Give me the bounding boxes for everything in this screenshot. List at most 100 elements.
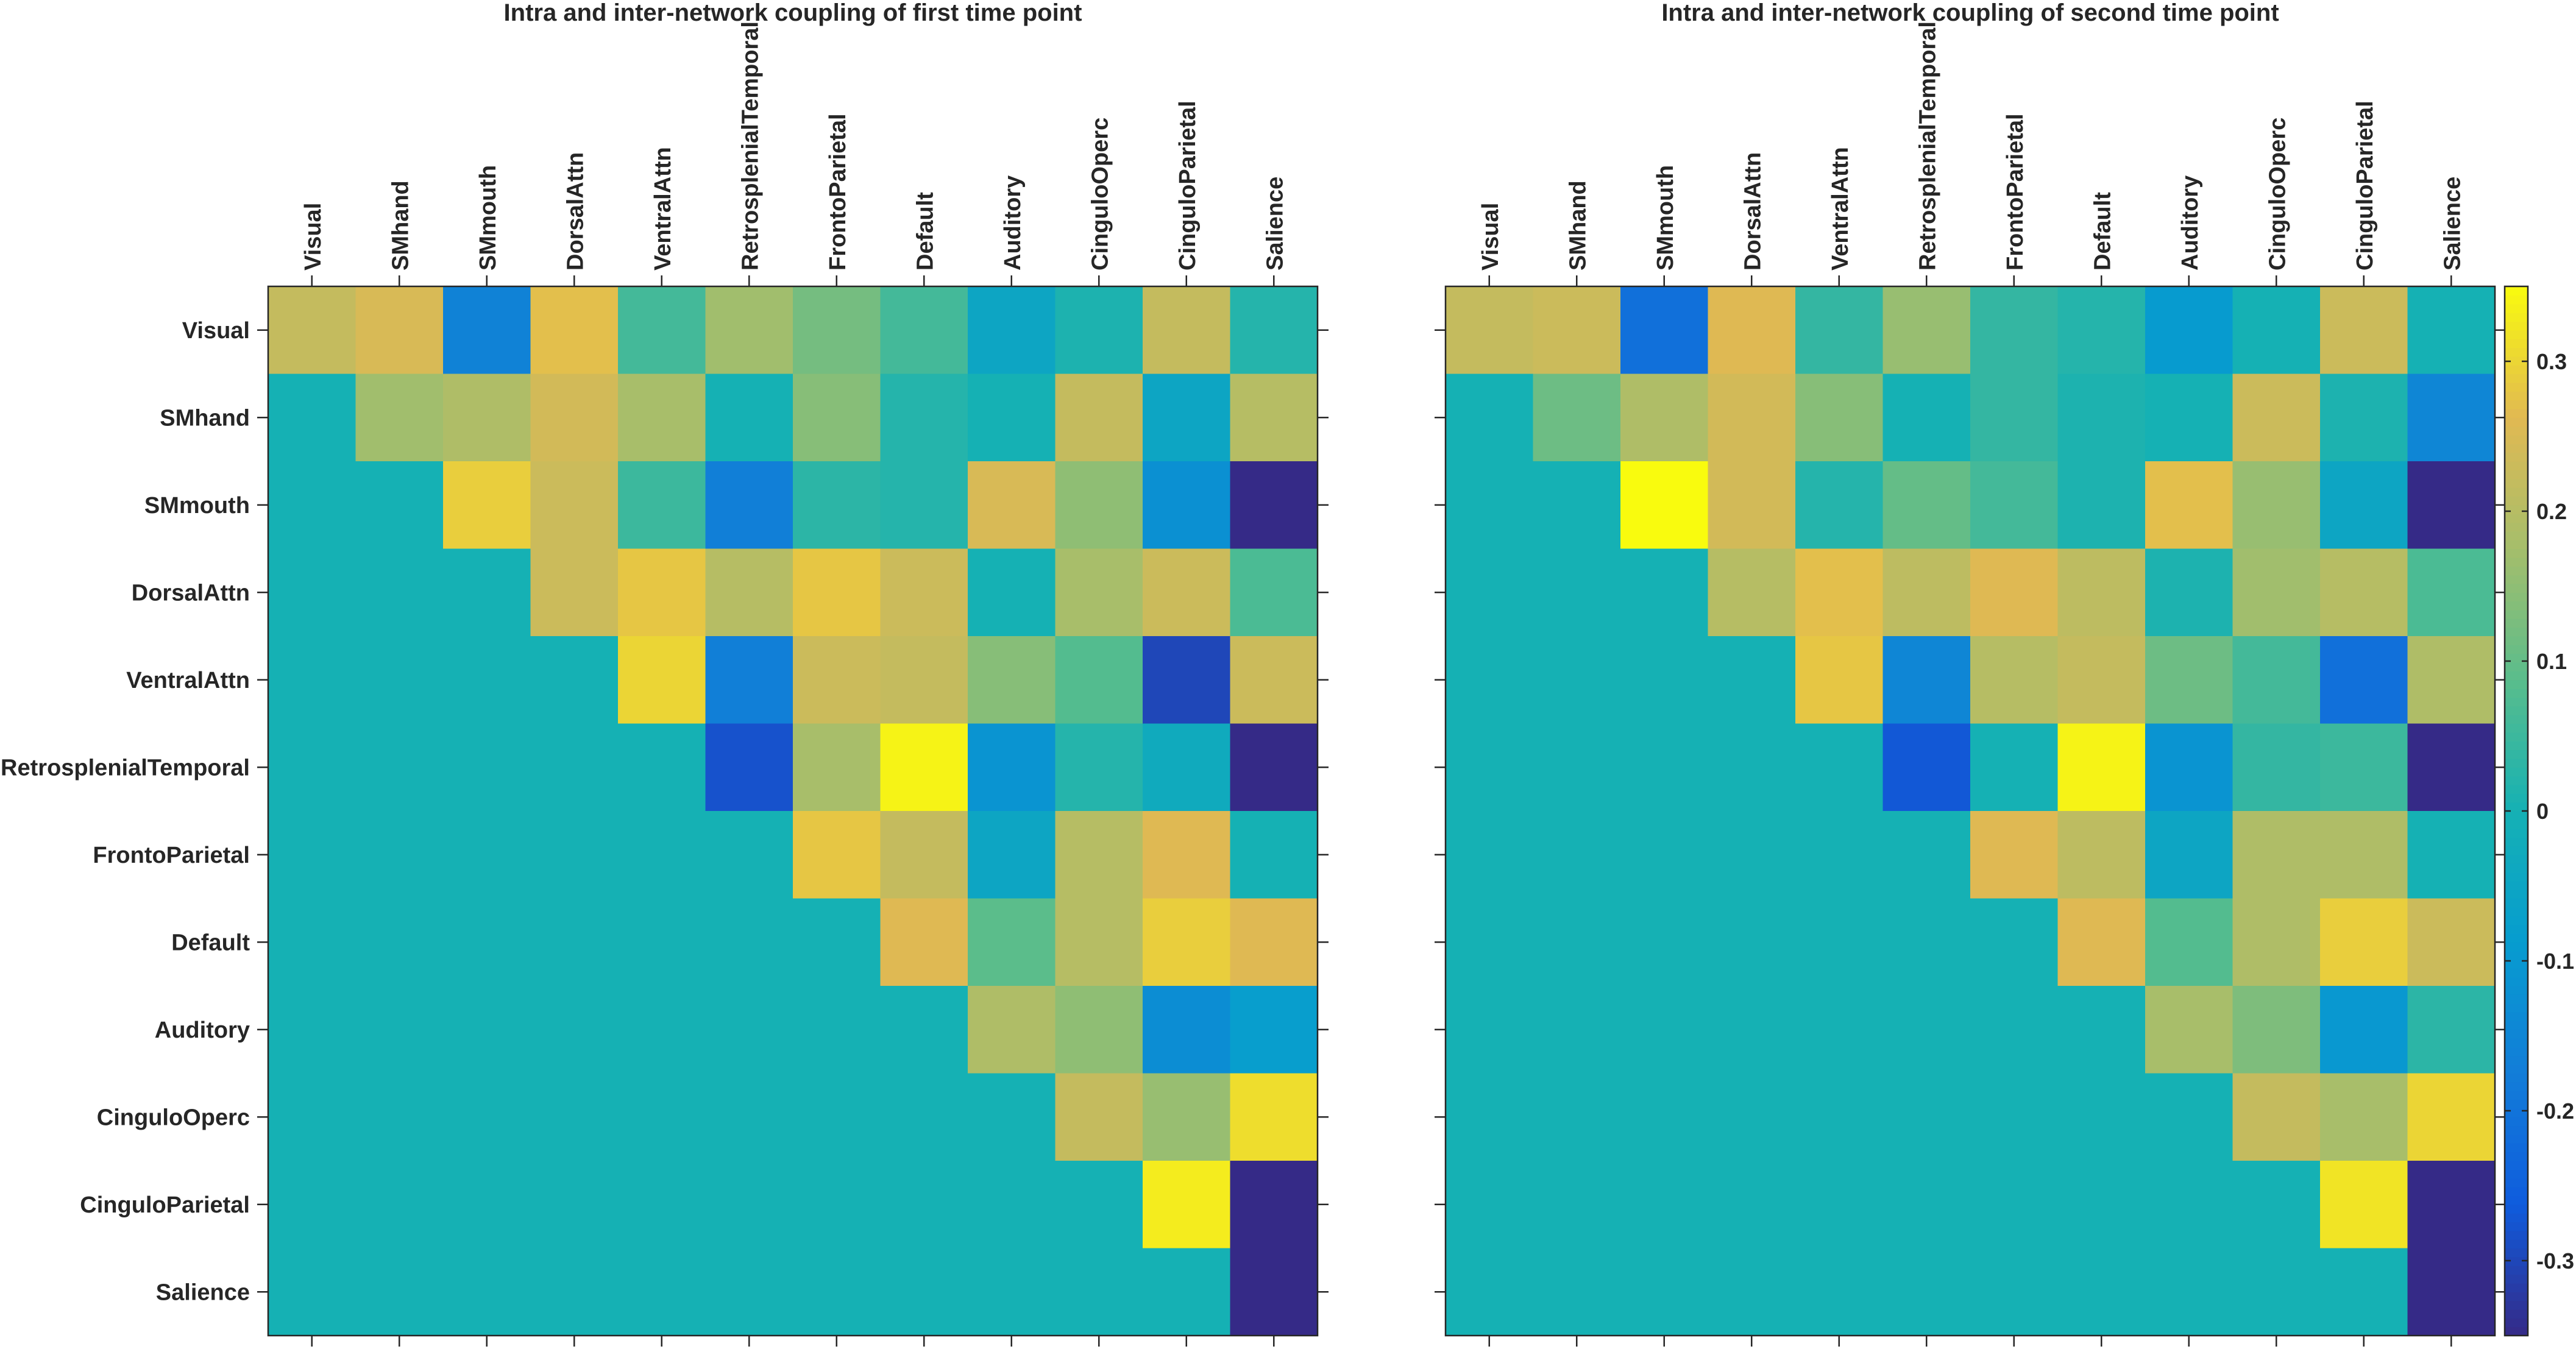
heatmap-cell-r4-c3 [530, 636, 619, 724]
heatmap-cell-r11-c8 [968, 1248, 1056, 1336]
heatmap-cell-r11-c6 [793, 1248, 881, 1336]
colorbar-segment [2505, 356, 2528, 366]
heatmap-cell-r3-c7 [2057, 548, 2146, 637]
heatmap-cell-r5-c6 [793, 723, 881, 812]
heatmap-cell-r2-c4 [1795, 461, 1884, 550]
colorbar-tick-label: -0.1 [2536, 949, 2574, 974]
heatmap-cell-r0-c3 [1708, 286, 1796, 375]
heatmap-cell-r11-c1 [355, 1248, 444, 1336]
heatmap-cell-r6-c6 [1970, 811, 2059, 899]
heatmap-cell-r10-c6 [793, 1161, 881, 1249]
colorbar-tick-label: 0.1 [2536, 649, 2567, 674]
heatmap-cell-r2-c5 [705, 461, 793, 550]
colorbar-segment [2505, 986, 2528, 995]
column-label-cinguloparietal: CinguloParietal [2352, 101, 2378, 271]
heatmap-cell-r9-c4 [1795, 1073, 1884, 1161]
heatmap-cell-r1-c9 [1055, 374, 1143, 462]
heatmap-cell-r0-c1 [355, 286, 444, 375]
heatmap-cell-r3-c1 [1533, 548, 1621, 637]
heatmap-first-time-point: Visual SMhand SMmouth DorsalAttn VentralAttn… [1, 0, 1329, 1347]
heatmap-cell-r10-c5 [1882, 1161, 1971, 1249]
heatmap-cell-r5-c2 [443, 723, 531, 812]
heatmap-cell-r7-c9 [2232, 898, 2321, 986]
heatmap-cell-r4-c4 [618, 636, 706, 724]
heatmap-cell-r8-c8 [968, 986, 1056, 1074]
heatmap-cell-r2-c9 [1055, 461, 1143, 550]
colorbar-segment [2505, 1300, 2528, 1310]
heatmap-cell-r6-c3 [530, 811, 619, 899]
colorbar-segment [2505, 426, 2528, 436]
colorbar-segment [2505, 1204, 2528, 1214]
heatmap-cell-r8-c9 [2232, 986, 2321, 1074]
colorbar-segment [2505, 592, 2528, 602]
heatmap-cell-r11-c11 [2407, 1248, 2496, 1336]
colorbar-segment [2505, 959, 2528, 969]
row-label-dorsalattn: DorsalAttn [132, 580, 250, 606]
heatmap-cell-r9-c10 [2320, 1073, 2408, 1161]
heatmap-cell-r10-c0 [268, 1161, 357, 1249]
column-label-ventralattn: VentralAttn [1828, 147, 1853, 271]
heatmap-cell-r7-c0 [268, 898, 357, 986]
column-label-salience: Salience [1262, 177, 1288, 271]
heatmap-cell-r11-c10 [1143, 1248, 1231, 1336]
heatmap-cell-r1-c11 [1230, 374, 1318, 462]
colorbar-segment [2505, 872, 2528, 882]
colorbar-segment [2505, 811, 2528, 820]
heatmap-cell-r6-c1 [355, 811, 444, 899]
heatmap-cell-r5-c4 [618, 723, 706, 812]
colorbar-segment [2505, 1125, 2528, 1135]
heatmap-cell-r1-c5 [705, 374, 793, 462]
column-label-dorsalattn: DorsalAttn [562, 152, 588, 271]
heatmap-cell-r8-c10 [2320, 986, 2408, 1074]
colorbar-segment [2505, 1038, 2528, 1048]
colorbar-segment [2505, 286, 2528, 296]
heatmap-cell-r10-c8 [968, 1161, 1056, 1249]
heatmap-cell-r1-c6 [1970, 374, 2059, 462]
colorbar-segment [2505, 321, 2528, 331]
colorbar-segment [2505, 313, 2528, 322]
column-label-cingulooperc: CinguloOperc [1087, 118, 1113, 271]
heatmap-cell-r0-c6 [793, 286, 881, 375]
heatmap-cell-r10-c11 [1230, 1161, 1318, 1249]
heatmap-cell-r3-c11 [2407, 548, 2496, 637]
heatmap-cell-r10-c5 [705, 1161, 793, 1249]
heatmap-cell-r2-c10 [1143, 461, 1231, 550]
heatmap-cell-r2-c11 [1230, 461, 1318, 550]
heatmap-cell-r9-c7 [880, 1073, 968, 1161]
heatmap-cell-r5-c10 [2320, 723, 2408, 812]
heatmap-cell-r11-c9 [1055, 1248, 1143, 1336]
heatmap-cell-r0-c7 [880, 286, 968, 375]
colorbar-segment [2505, 951, 2528, 960]
colorbar-segment [2505, 916, 2528, 926]
heatmap-cell-r0-c9 [2232, 286, 2321, 375]
heatmap-cell-r0-c1 [1533, 286, 1621, 375]
colorbar-segment [2505, 1073, 2528, 1083]
heatmap-cell-r11-c6 [1970, 1248, 2059, 1336]
heatmap-cell-r1-c4 [618, 374, 706, 462]
heatmap-cell-r8-c4 [1795, 986, 1884, 1074]
heatmap-cell-r6-c11 [2407, 811, 2496, 899]
heatmap-cell-r11-c7 [880, 1248, 968, 1336]
column-label-frontoparietal: FrontoParietal [2003, 113, 2028, 271]
heatmap-cell-r4-c7 [880, 636, 968, 724]
heatmap-cell-r4-c8 [968, 636, 1056, 724]
heatmap-cell-r2-c4 [618, 461, 706, 550]
colorbar-segment [2505, 1178, 2528, 1188]
heatmap-cell-r2-c6 [1970, 461, 2059, 550]
column-label-smmouth: SMmouth [475, 165, 501, 271]
colorbar-segment [2505, 303, 2528, 313]
heatmap-cell-r2-c11 [2407, 461, 2496, 550]
colorbar-segment [2505, 1047, 2528, 1057]
heatmap-cell-r4-c7 [2057, 636, 2146, 724]
heatmap-cell-r6-c9 [1055, 811, 1143, 899]
colorbar-segment [2505, 1108, 2528, 1117]
heatmap-cell-r10-c9 [1055, 1161, 1143, 1249]
colorbar-tick-label: -0.2 [2536, 1099, 2574, 1124]
heatmap-cell-r11-c5 [705, 1248, 793, 1336]
heatmap-cell-r0-c4 [618, 286, 706, 375]
colorbar-segment [2505, 1266, 2528, 1275]
colorbar-segment [2505, 1239, 2528, 1249]
heatmap-cell-r0-c8 [968, 286, 1056, 375]
colorbar-segment [2505, 1169, 2528, 1179]
colorbar-segment [2505, 784, 2528, 794]
